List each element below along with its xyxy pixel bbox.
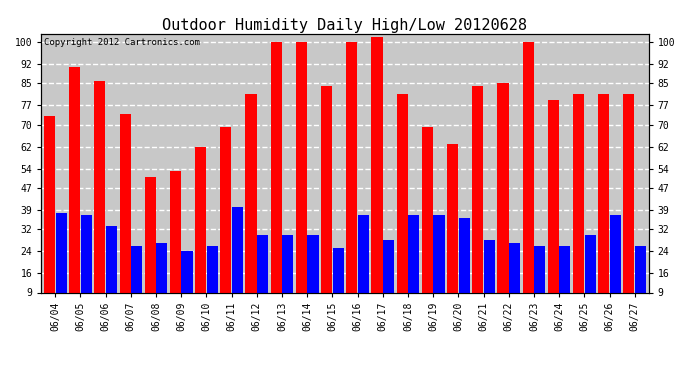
Bar [157,243,168,317]
Bar [55,213,67,317]
Bar [170,171,181,317]
Bar [397,94,408,317]
Bar [548,100,559,317]
Bar [497,83,509,317]
Bar [408,215,420,317]
Bar [623,94,635,317]
Bar [371,36,382,317]
Bar [106,226,117,317]
Bar [308,235,319,317]
Bar [534,246,545,317]
Bar [81,215,92,317]
Bar [333,249,344,317]
Bar [131,246,142,317]
Bar [346,42,357,317]
Bar [433,215,444,317]
Bar [522,42,533,317]
Bar [459,218,470,317]
Bar [447,144,458,317]
Bar [207,246,218,317]
Bar [44,116,55,317]
Bar [181,251,193,317]
Bar [560,246,571,317]
Bar [257,235,268,317]
Bar [95,81,106,317]
Bar [472,86,483,317]
Bar [509,243,520,317]
Bar [610,215,621,317]
Bar [119,114,130,317]
Bar [270,42,282,317]
Bar [383,240,394,317]
Bar [358,215,369,317]
Bar [195,147,206,317]
Bar [598,94,609,317]
Bar [232,207,243,317]
Bar [145,177,156,317]
Text: Copyright 2012 Cartronics.com: Copyright 2012 Cartronics.com [44,38,200,46]
Bar [246,94,257,317]
Bar [69,67,80,317]
Bar [220,128,231,317]
Bar [282,235,293,317]
Bar [573,94,584,317]
Bar [484,240,495,317]
Bar [635,246,646,317]
Bar [584,235,595,317]
Title: Outdoor Humidity Daily High/Low 20120628: Outdoor Humidity Daily High/Low 20120628 [163,18,527,33]
Bar [321,86,332,317]
Bar [296,42,307,317]
Bar [422,128,433,317]
